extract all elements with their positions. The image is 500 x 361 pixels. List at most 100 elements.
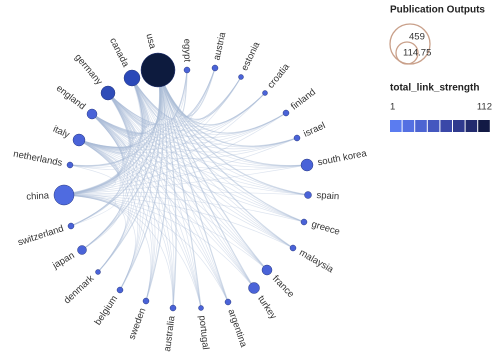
edge	[91, 113, 141, 291]
edge	[70, 77, 144, 227]
color-scale	[390, 120, 490, 132]
edge	[107, 92, 145, 291]
edge	[78, 139, 229, 303]
edge	[63, 67, 216, 196]
edge	[78, 92, 266, 151]
edge	[63, 194, 294, 249]
node	[261, 264, 273, 276]
edge	[63, 194, 174, 309]
edge	[78, 139, 124, 251]
node-label: denmark	[62, 273, 97, 306]
edge	[78, 76, 242, 149]
node-label: argentina	[225, 308, 249, 350]
edge	[107, 92, 308, 167]
edge	[131, 77, 202, 309]
edge	[131, 77, 229, 303]
node	[198, 305, 204, 311]
edge	[91, 113, 298, 153]
node-label: england	[54, 83, 87, 112]
node-label: croatia	[265, 61, 292, 91]
edge	[78, 69, 188, 148]
node	[300, 158, 314, 172]
color-swatch	[402, 120, 415, 132]
node	[293, 134, 301, 142]
edge	[91, 113, 154, 302]
node	[142, 297, 150, 305]
edge	[107, 77, 150, 128]
edge	[91, 92, 137, 140]
node-label: finland	[289, 87, 318, 113]
node	[289, 244, 297, 252]
node-label: greece	[310, 219, 341, 238]
edge	[78, 139, 308, 170]
node-label: turkey	[255, 294, 279, 322]
node	[211, 64, 219, 72]
legend: Publication Outputs 459 114.75 total_lin…	[389, 5, 492, 132]
edge	[78, 92, 134, 152]
edge	[107, 92, 156, 302]
edge	[78, 139, 174, 309]
edge	[63, 137, 298, 196]
node	[66, 161, 74, 169]
edge	[131, 77, 309, 196]
edge	[91, 113, 294, 249]
edge	[107, 67, 216, 125]
edge	[157, 69, 294, 249]
edge	[63, 69, 188, 196]
edge	[91, 113, 308, 168]
edge	[63, 191, 309, 196]
edge	[81, 113, 128, 251]
edge	[78, 69, 161, 148]
edge	[63, 194, 255, 289]
edge	[107, 92, 255, 289]
edge	[78, 139, 309, 196]
edge	[78, 139, 202, 309]
node-label: canada	[107, 36, 131, 69]
edge	[78, 139, 255, 289]
edge	[69, 92, 132, 167]
edge	[131, 77, 175, 309]
edge	[91, 113, 255, 289]
edge	[63, 112, 287, 196]
edge	[63, 194, 136, 291]
node-label: italy	[51, 124, 71, 141]
edge	[78, 139, 130, 273]
node-label: germany	[72, 52, 104, 88]
edge	[107, 69, 188, 126]
edge	[131, 77, 305, 223]
edge	[63, 194, 152, 302]
edge	[63, 113, 124, 197]
edge	[91, 92, 266, 139]
edge	[157, 69, 309, 196]
node-label: australia	[162, 315, 177, 353]
edge	[131, 69, 188, 120]
edge	[91, 113, 305, 223]
node	[100, 85, 116, 101]
node-label: china	[26, 190, 50, 202]
node-label: estonia	[239, 40, 262, 73]
node	[116, 286, 124, 294]
edge	[69, 77, 144, 167]
node	[123, 69, 141, 87]
edge	[107, 92, 202, 309]
node	[282, 109, 290, 117]
edge	[107, 92, 266, 132]
edge	[157, 69, 202, 309]
edge	[107, 92, 229, 303]
edge	[63, 194, 202, 309]
node-label: switzerland	[16, 223, 65, 248]
color-legend-min: 1	[390, 102, 395, 113]
edge	[69, 113, 125, 168]
edge	[107, 92, 174, 309]
color-swatch	[478, 120, 490, 132]
color-swatch	[440, 120, 452, 132]
edge	[107, 92, 305, 223]
node-label: israel	[302, 120, 327, 139]
edge	[91, 113, 229, 303]
node-label: sweden	[127, 307, 149, 342]
edge	[63, 139, 120, 197]
edge	[131, 69, 166, 121]
node	[238, 74, 244, 80]
edge	[81, 77, 145, 251]
edge	[91, 77, 147, 137]
